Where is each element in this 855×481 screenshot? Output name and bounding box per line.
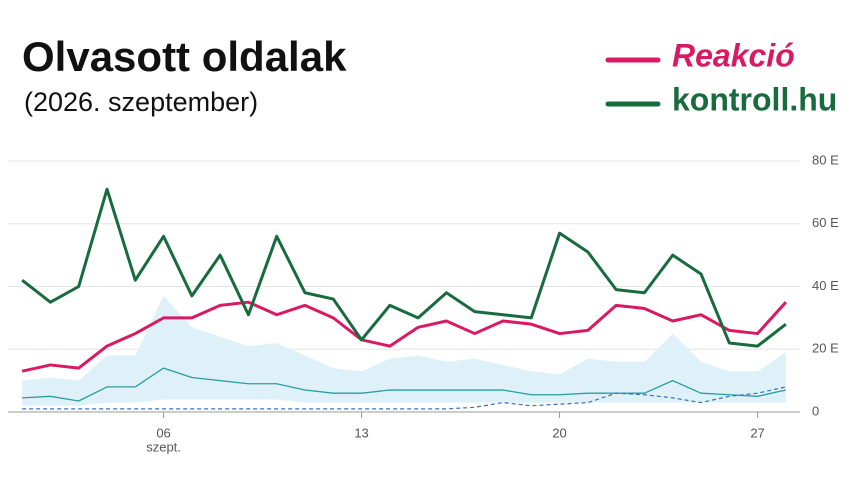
- x-tick-label: 27: [750, 425, 764, 440]
- chart-subtitle: (2026. szeptember): [24, 87, 258, 117]
- y-tick-label: 80 E: [812, 152, 839, 167]
- legend-label: kontroll.hu: [672, 81, 837, 117]
- y-tick-label: 0: [812, 403, 819, 418]
- y-tick-label: 60 E: [812, 215, 839, 230]
- x-tick-label: 06: [156, 425, 170, 440]
- chart-title: Olvasott oldalak: [22, 33, 347, 80]
- series-line: [21, 300, 787, 373]
- band: [22, 295, 786, 406]
- secondary-line: [22, 386, 786, 410]
- series-line: [21, 187, 787, 348]
- secondary-line: [22, 367, 786, 402]
- x-sublabel: szept.: [146, 439, 181, 454]
- x-tick-label: 20: [552, 425, 566, 440]
- x-tick-label: 13: [354, 425, 368, 440]
- legend-label: Reakció: [672, 37, 795, 73]
- y-tick-label: 20 E: [812, 341, 839, 356]
- y-tick-label: 40 E: [812, 278, 839, 293]
